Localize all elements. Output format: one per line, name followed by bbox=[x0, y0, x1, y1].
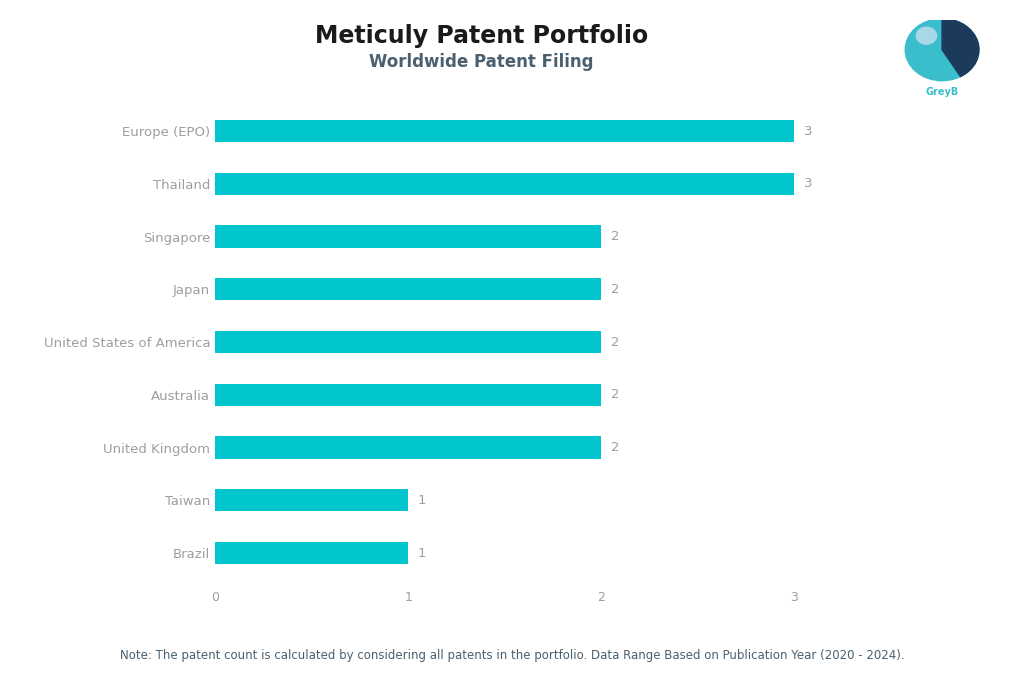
Bar bbox=[215, 489, 409, 512]
Text: 2: 2 bbox=[611, 336, 620, 348]
Bar bbox=[215, 226, 601, 247]
Text: GreyB: GreyB bbox=[926, 86, 958, 96]
Circle shape bbox=[905, 19, 979, 81]
Circle shape bbox=[916, 27, 937, 44]
Bar bbox=[215, 437, 601, 458]
Text: 1: 1 bbox=[418, 547, 426, 559]
Bar bbox=[215, 542, 409, 564]
Text: 2: 2 bbox=[611, 230, 620, 243]
Bar bbox=[215, 384, 601, 406]
Bar bbox=[215, 120, 795, 142]
Wedge shape bbox=[942, 19, 979, 77]
Text: 2: 2 bbox=[611, 388, 620, 401]
Text: 3: 3 bbox=[804, 177, 812, 190]
Text: 3: 3 bbox=[804, 125, 812, 137]
Bar bbox=[215, 278, 601, 301]
Text: Worldwide Patent Filing: Worldwide Patent Filing bbox=[369, 53, 594, 71]
Bar bbox=[215, 331, 601, 353]
Text: Meticuly Patent Portfolio: Meticuly Patent Portfolio bbox=[314, 24, 648, 48]
Text: Note: The patent count is calculated by considering all patents in the portfolio: Note: The patent count is calculated by … bbox=[120, 649, 904, 662]
Text: 2: 2 bbox=[611, 441, 620, 454]
Bar bbox=[215, 173, 795, 195]
Text: 1: 1 bbox=[418, 494, 426, 507]
Text: 2: 2 bbox=[611, 283, 620, 296]
